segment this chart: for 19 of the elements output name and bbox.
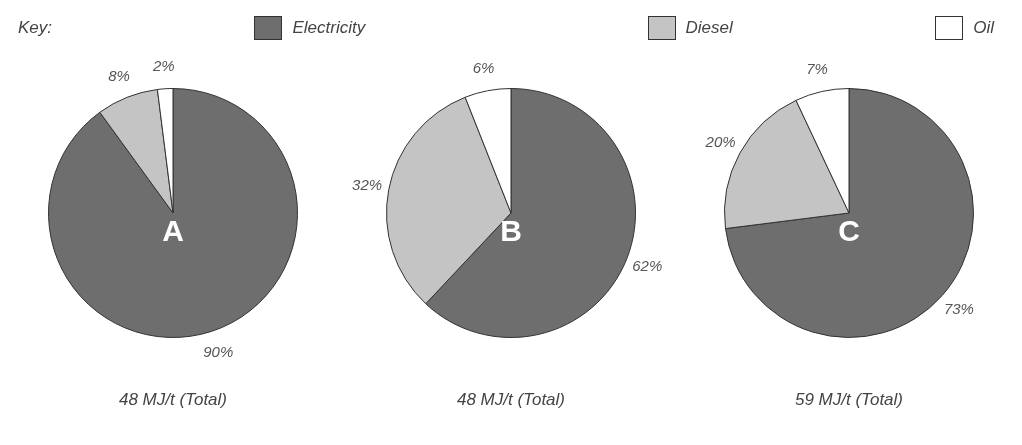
legend-label: Electricity bbox=[292, 18, 366, 38]
legend-title: Key: bbox=[18, 18, 53, 38]
data-label: 2% bbox=[151, 56, 175, 74]
data-label: 73% bbox=[943, 300, 974, 318]
data-label: 8% bbox=[108, 66, 130, 84]
text: 48 MJ/t (Total) bbox=[456, 390, 566, 410]
data-label: 7% bbox=[806, 60, 828, 78]
legend-label: Oil bbox=[973, 18, 994, 38]
text: C bbox=[838, 214, 860, 248]
data-label: 20% bbox=[704, 132, 736, 150]
data-label: 90% bbox=[203, 342, 234, 360]
text: A bbox=[162, 214, 184, 248]
data-label: 6% bbox=[472, 59, 495, 77]
data-label: 32% bbox=[352, 175, 383, 193]
text: 59 MJ/t (Total) bbox=[794, 390, 904, 410]
text: 48 MJ/t (Total) bbox=[118, 390, 228, 410]
legend-label: Diesel bbox=[685, 18, 733, 38]
data-label: 62% bbox=[632, 257, 663, 275]
text: B bbox=[500, 214, 522, 248]
